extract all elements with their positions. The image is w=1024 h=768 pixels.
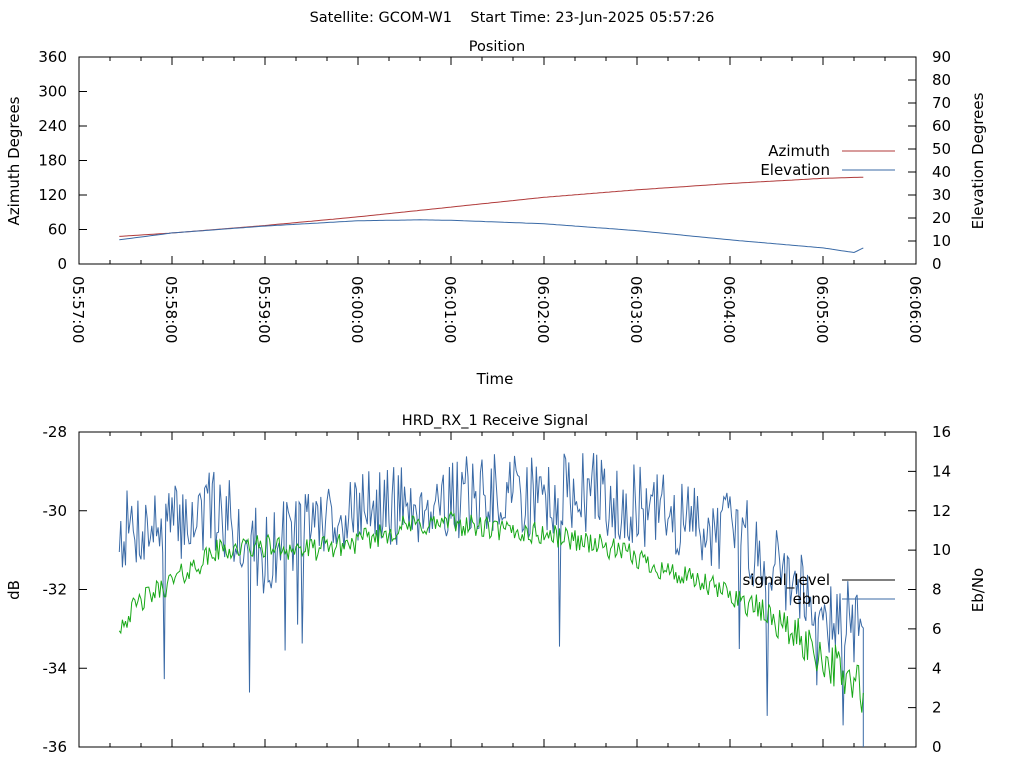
- signal-chart-ylabel: dB: [5, 580, 23, 600]
- y2-tick-label: 4: [932, 659, 942, 677]
- position-chart-frame: [78, 56, 917, 265]
- x-tick-label: 06:05:00: [813, 276, 831, 343]
- position-chart-series: [119, 176, 864, 254]
- y-tick-label: 0: [57, 255, 67, 273]
- y-tick-label: -30: [43, 502, 68, 520]
- y2-tick-label: 2: [932, 699, 942, 717]
- y2-tick-label: 10: [932, 541, 951, 559]
- x-tick-label: 06:01:00: [441, 276, 459, 343]
- y2-tick-label: 12: [932, 502, 951, 520]
- y-tick-label: 180: [38, 152, 67, 170]
- y2-tick-label: 6: [932, 620, 942, 638]
- y2-tick-label: 90: [932, 48, 951, 66]
- y2-tick-label: 80: [932, 71, 951, 89]
- y2-tick-label: 10: [932, 232, 951, 250]
- series-line-azimuth: [119, 176, 864, 237]
- position-chart: Position 0 60 120 180 240 300 360 0 10 20 30 40 50 60…: [5, 39, 987, 388]
- x-tick-label: 06:00:00: [348, 276, 366, 343]
- y-tick-label: 60: [48, 221, 67, 239]
- y2-tick-label: 0: [932, 738, 942, 756]
- position-chart-tick-labels: 0 60 120 180 240 300 360 0 10 20 30 40 50 60 70 80 90 05:…: [38, 48, 951, 343]
- x-tick-label: 05:59:00: [255, 276, 273, 343]
- y2-tick-label: 50: [932, 140, 951, 158]
- y2-tick-label: 8: [932, 581, 942, 599]
- y2-tick-label: 40: [932, 163, 951, 181]
- signal-chart-title: HRD_RX_1 Receive Signal: [402, 413, 588, 429]
- signal-chart-series: [118, 453, 864, 747]
- x-tick-label: 05:58:00: [162, 276, 180, 343]
- x-tick-label: 06:03:00: [627, 276, 645, 343]
- signal-chart-ticks: [78, 431, 917, 748]
- x-tick-label: 06:06:00: [906, 276, 924, 343]
- legend-label-elevation: Elevation: [760, 161, 830, 179]
- y2-tick-label: 14: [932, 462, 951, 480]
- signal-chart-y2label: Eb/No: [969, 568, 987, 612]
- signal-chart-tick-labels: -36 -34 -32 -30 -28 0 2 4 6 8 10 12 14 16: [43, 423, 952, 756]
- y-tick-label: -36: [43, 738, 68, 756]
- x-tick-label: 05:57:00: [69, 276, 87, 343]
- y2-tick-label: 60: [932, 117, 951, 135]
- signal-chart-frame: [78, 431, 917, 748]
- y2-tick-label: 16: [932, 423, 951, 441]
- figure-header: Satellite: GCOM-W1 Start Time: 23-Jun-20…: [310, 10, 715, 26]
- signal-chart: HRD_RX_1 Receive Signal -36 -34 -32 -30 -28 0…: [5, 413, 987, 756]
- series-line-ebno: [118, 453, 864, 747]
- series-line-signal-level: [118, 510, 864, 713]
- legend-label-signal-level: signal_level: [742, 571, 830, 590]
- y2-tick-label: 70: [932, 94, 951, 112]
- y-tick-label: -32: [43, 581, 68, 599]
- series-line-elevation: [119, 219, 864, 254]
- position-chart-title: Position: [469, 39, 525, 55]
- position-chart-y2label: Elevation Degrees: [969, 92, 987, 229]
- y-tick-label: 120: [38, 186, 67, 204]
- position-chart-ticks: [78, 56, 917, 265]
- y2-tick-label: 30: [932, 186, 951, 204]
- position-chart-ylabel: Azimuth Degrees: [5, 96, 23, 225]
- position-chart-xlabel: Time: [476, 370, 514, 388]
- y-tick-label: 360: [38, 48, 67, 66]
- legend-label-azimuth: Azimuth: [768, 142, 830, 160]
- x-tick-label: 06:04:00: [720, 276, 738, 343]
- legend-label-ebno: ebno: [793, 590, 830, 608]
- y-tick-label: -28: [43, 423, 68, 441]
- y-tick-label: 240: [38, 117, 67, 135]
- y-tick-label: 300: [38, 83, 67, 101]
- x-tick-label: 06:02:00: [534, 276, 552, 343]
- y2-tick-label: 20: [932, 209, 951, 227]
- y2-tick-label: 0: [932, 255, 942, 273]
- y-tick-label: -34: [43, 659, 68, 677]
